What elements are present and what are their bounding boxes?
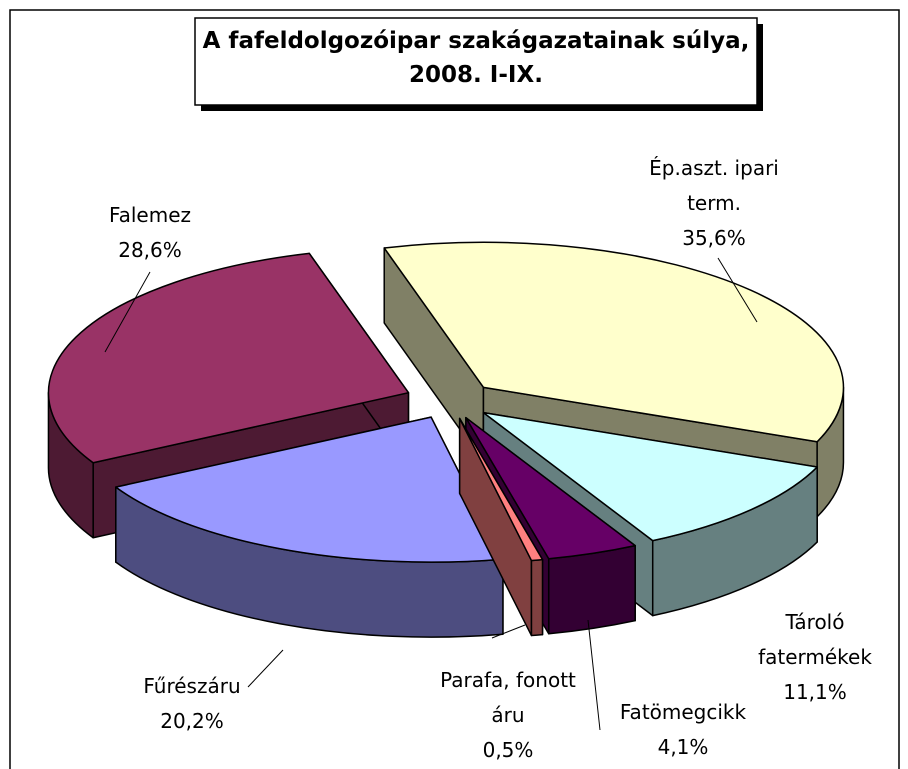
category-label: Falemez	[109, 203, 191, 227]
slice-wall	[547, 544, 636, 635]
chart-title: A fafeldolgozóipar szakágazatainak súlya…	[203, 28, 750, 88]
slice	[482, 411, 818, 542]
labels: Ép.aszt. ipari term. 35,6% Tároló fatermékek…	[104, 156, 872, 762]
pie	[47, 241, 845, 638]
slice	[115, 416, 504, 563]
text-line: 35,6%	[682, 226, 746, 250]
category-label: Fatömegcikk	[620, 700, 747, 724]
text-line: term.	[687, 191, 741, 215]
value-label: 11,1%	[783, 680, 847, 704]
leader-line	[247, 649, 284, 688]
category-label: Ép.aszt. ipari term.	[649, 156, 779, 215]
text-line: 11,1%	[783, 680, 847, 704]
text-line: Parafa, fonott	[440, 668, 576, 692]
text-line: áru	[491, 703, 524, 727]
slice	[383, 241, 845, 443]
slice-wall	[530, 558, 544, 637]
slice	[458, 417, 544, 562]
text-line: 28,6%	[118, 238, 182, 262]
chart-frame	[9, 9, 900, 769]
leader-line	[717, 257, 758, 323]
value-label: 28,6%	[118, 238, 182, 262]
text-line: Tároló	[785, 610, 845, 634]
category-label: Fűrészáru	[143, 674, 240, 698]
text-line: Fűrészáru	[143, 674, 240, 698]
value-label: 35,6%	[682, 226, 746, 250]
text-line: 20,2%	[160, 709, 224, 733]
slice	[47, 252, 410, 464]
value-label: 4,1%	[658, 735, 709, 759]
text-line: A fafeldolgozóipar szakágazatainak súlya…	[203, 28, 750, 54]
category-label: Tároló fatermékek	[758, 610, 872, 669]
title-box	[194, 17, 758, 106]
value-label: 20,2%	[160, 709, 224, 733]
text-line: Ép.aszt. ipari	[649, 156, 779, 180]
slice	[465, 416, 636, 560]
text-line: Falemez	[109, 203, 191, 227]
text-line: 4,1%	[658, 735, 709, 759]
text-line: Fatömegcikk	[620, 700, 747, 724]
category-label: Parafa, fonott áru	[440, 668, 576, 727]
leader-line	[587, 619, 601, 731]
text-line: 0,5%	[483, 738, 534, 762]
leader-line	[491, 624, 526, 639]
text-line: 2008. I-IX.	[409, 62, 543, 88]
text-line: fatermékek	[758, 645, 872, 669]
leader-line	[104, 271, 151, 353]
value-label: 0,5%	[483, 738, 534, 762]
